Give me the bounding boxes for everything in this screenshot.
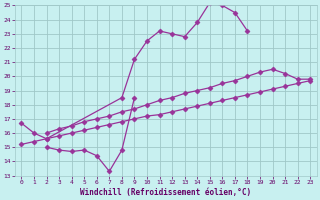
X-axis label: Windchill (Refroidissement éolien,°C): Windchill (Refroidissement éolien,°C) [80, 188, 252, 197]
